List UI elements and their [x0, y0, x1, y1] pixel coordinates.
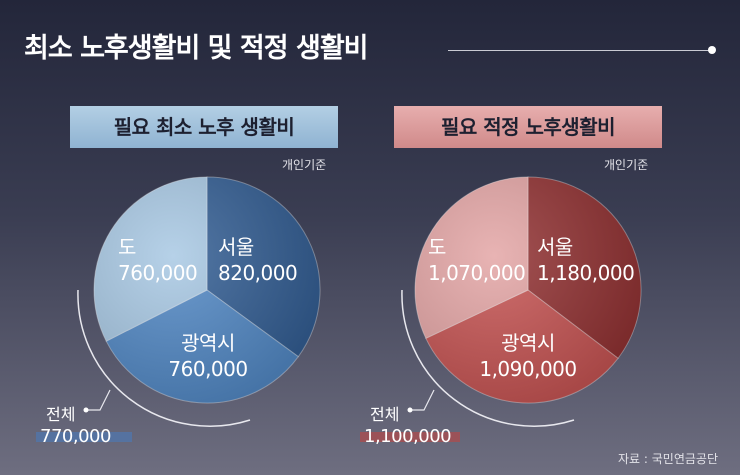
proper-chart-category-do: 도 — [428, 235, 446, 259]
proper-chart-label-do: 도 1,070,000 — [428, 234, 526, 286]
proper-chart-label-metro: 광역시 1,090,000 — [468, 330, 588, 382]
min-chart-total-bar — [36, 432, 132, 442]
min-chart-category-do: 도 — [118, 235, 136, 259]
proper-chart-unit-note: 개인기준 — [604, 158, 649, 172]
title-divider-line — [448, 50, 710, 51]
proper-chart-value-seoul: 1,180,000 — [537, 261, 635, 285]
proper-chart-value-do: 1,070,000 — [428, 261, 526, 285]
min-chart-category-seoul: 서울 — [218, 235, 254, 259]
proper-chart-label-seoul: 서울 1,180,000 — [537, 234, 635, 286]
proper-chart-total-label: 전체 — [370, 405, 400, 424]
min-chart-value-seoul: 820,000 — [218, 261, 298, 285]
min-chart-total-label: 전체 — [46, 405, 76, 424]
proper-chart-category-metro: 광역시 — [501, 331, 555, 355]
source-note: 자료 : 국민연금공단 — [618, 452, 718, 466]
min-chart-title: 필요 최소 노후 생활비 — [70, 106, 338, 148]
min-chart-value-do: 760,000 — [118, 261, 198, 285]
proper-chart-category-seoul: 서울 — [537, 235, 573, 259]
min-chart-label-metro: 광역시 760,000 — [158, 330, 258, 382]
min-chart-total-connector — [86, 389, 111, 411]
proper-chart-total-bar — [360, 432, 460, 442]
min-chart-total-dot — [83, 407, 89, 413]
proper-chart-total-dot — [407, 407, 413, 413]
title-divider-dot — [708, 46, 716, 54]
proper-chart-total-value: 1,100,000 — [364, 426, 452, 447]
proper-chart-title: 필요 적정 노후생활비 — [394, 106, 662, 148]
proper-chart-value-metro: 1,090,000 — [479, 357, 577, 381]
min-chart-label-do: 도 760,000 — [118, 234, 198, 286]
min-chart-unit-note: 개인기준 — [282, 158, 327, 172]
min-chart-category-metro: 광역시 — [181, 331, 235, 355]
min-chart-value-metro: 760,000 — [168, 357, 248, 381]
page-title: 최소 노후생활비 및 적정 생활비 — [24, 33, 369, 64]
proper-chart-total-connector — [410, 389, 435, 411]
min-chart-label-seoul: 서울 820,000 — [218, 234, 298, 286]
min-chart-total-value: 770,000 — [40, 426, 111, 447]
